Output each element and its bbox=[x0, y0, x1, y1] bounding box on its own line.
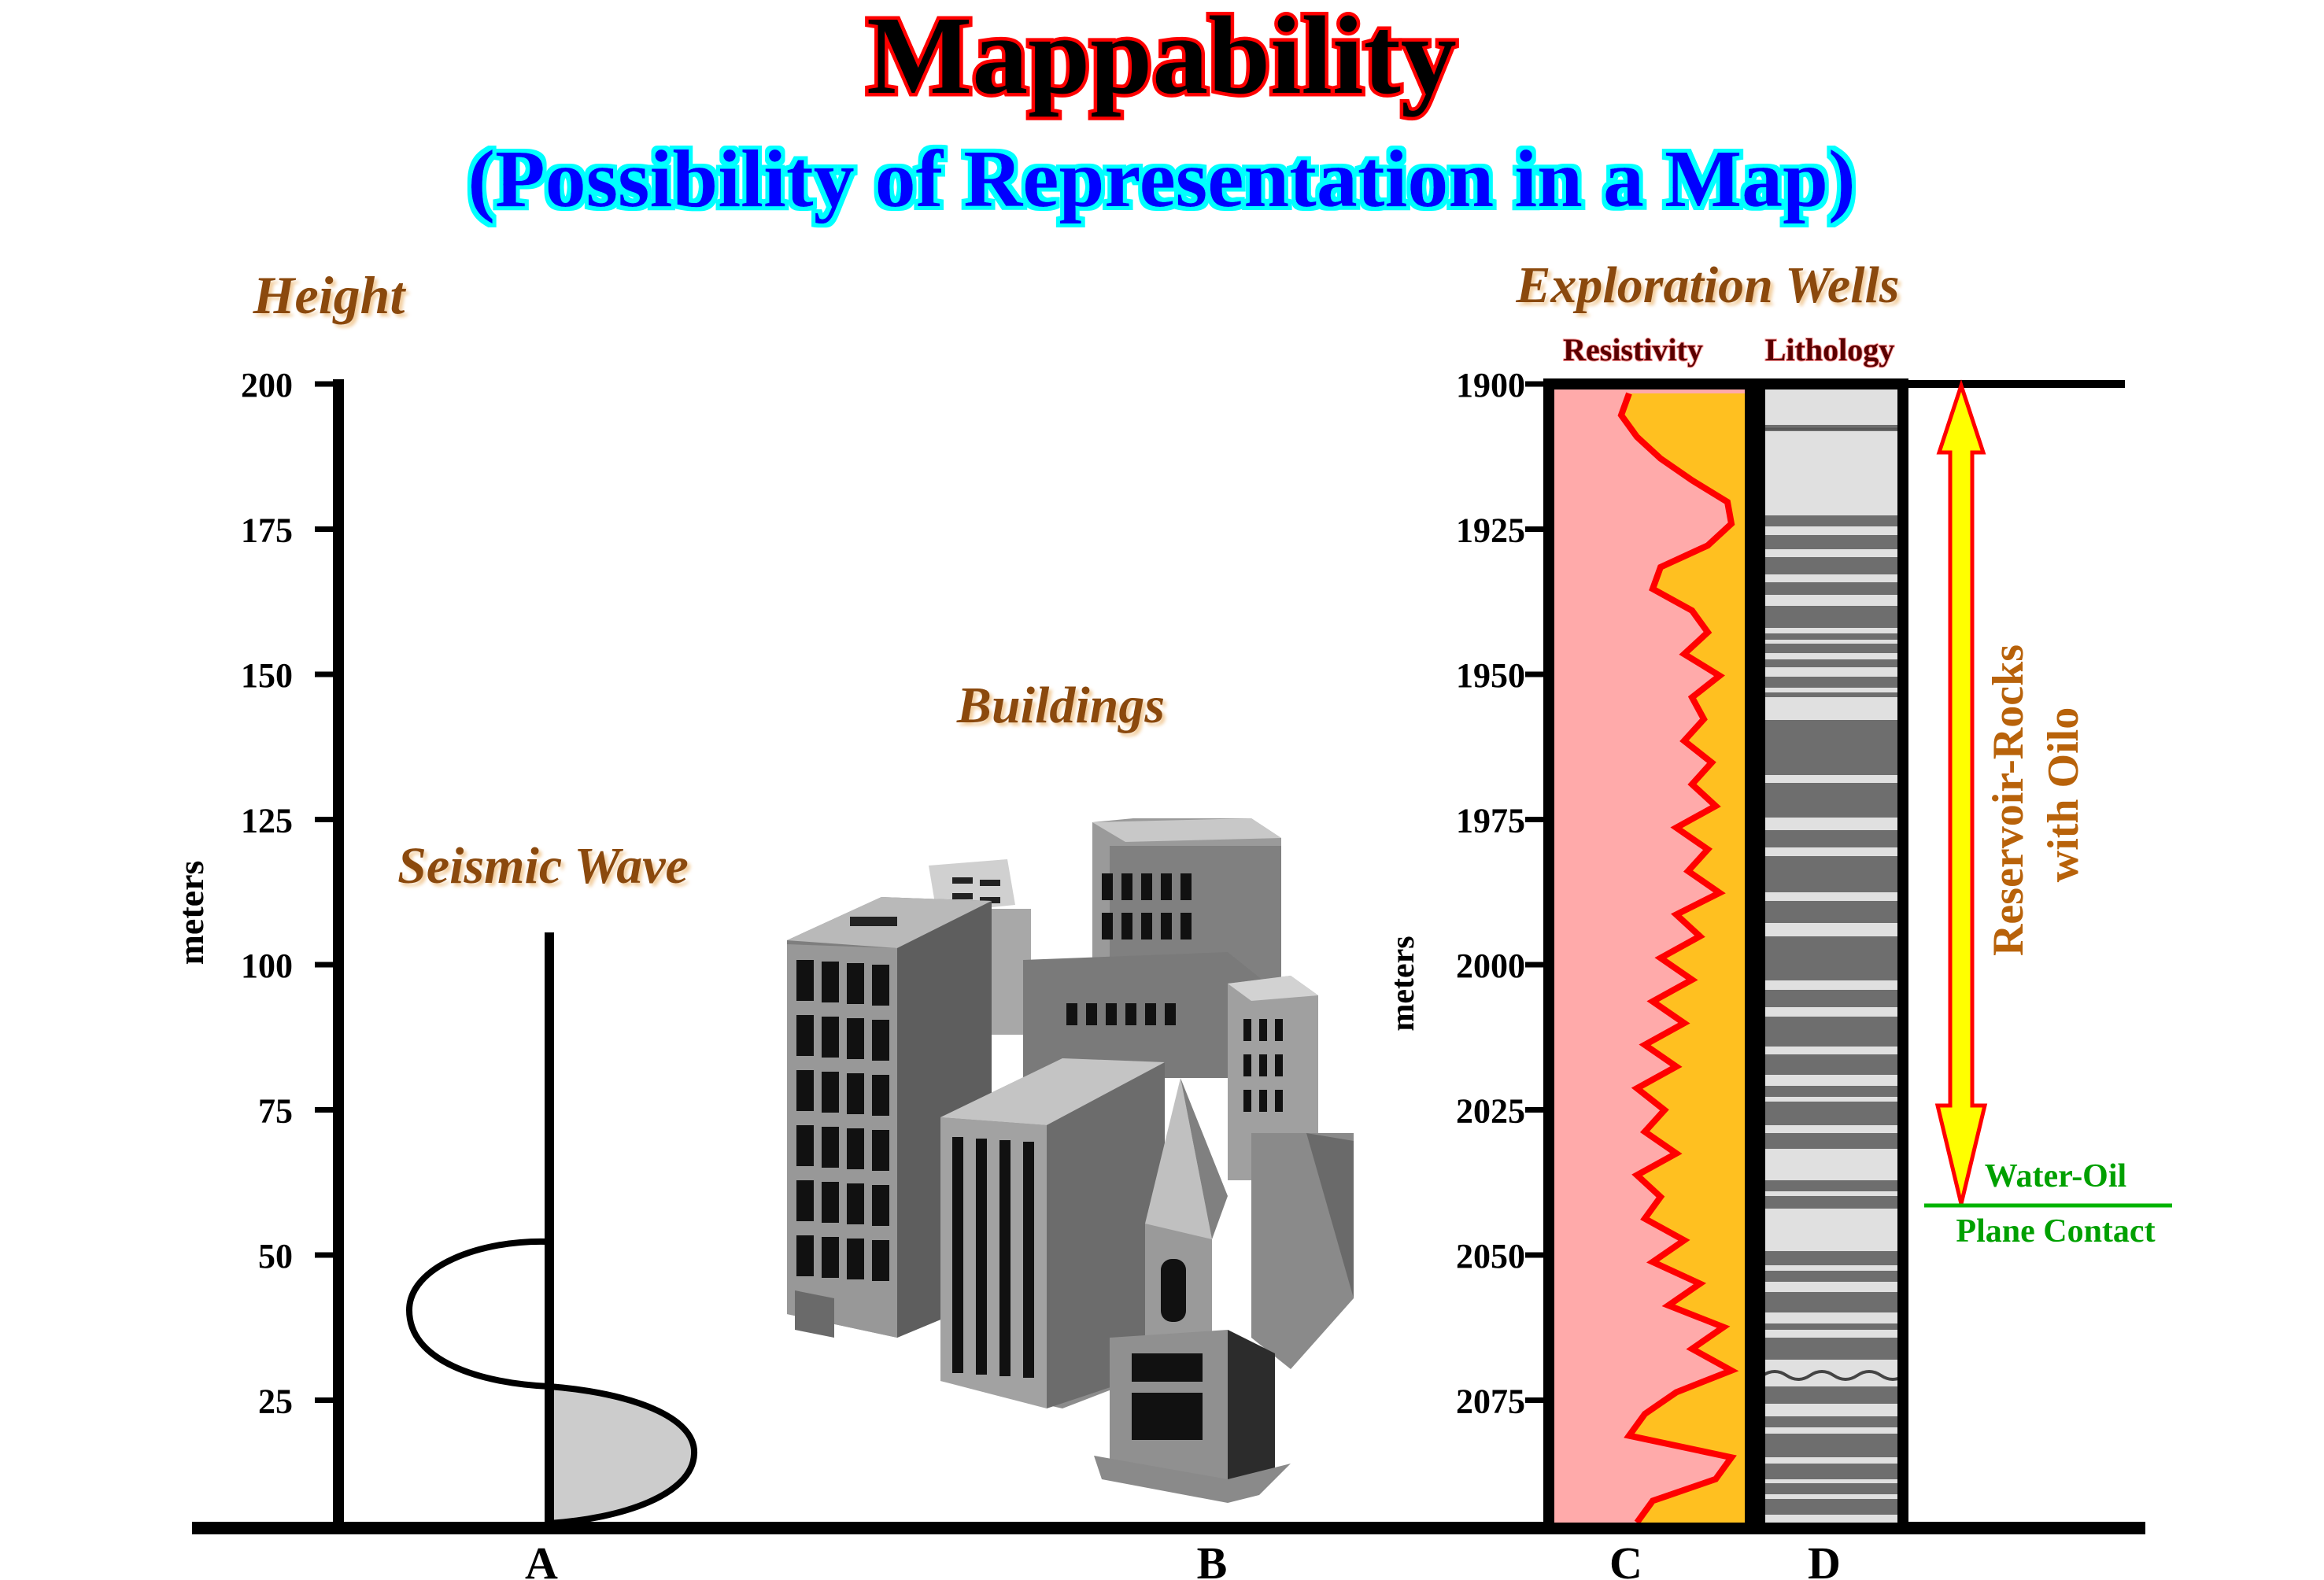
lithology-band bbox=[1763, 990, 1900, 1007]
lithology-band bbox=[1763, 1323, 1900, 1330]
point-a-label: A bbox=[525, 1538, 558, 1580]
lithology-band bbox=[1763, 644, 1900, 653]
lithology-band bbox=[1763, 1102, 1900, 1125]
depth-axis: 1900 1925 1950 1975 2000 2025 2050 2075 bbox=[1456, 366, 1544, 1421]
point-d-label: D bbox=[1808, 1538, 1841, 1580]
lithology-band bbox=[1763, 692, 1900, 697]
lithology-band bbox=[1763, 1483, 1900, 1494]
height-tick-label: 100 bbox=[241, 947, 293, 985]
depth-tick-label: 1975 bbox=[1456, 802, 1525, 840]
point-c-label: C bbox=[1609, 1538, 1642, 1580]
depth-tick-label: 2025 bbox=[1456, 1092, 1525, 1131]
depth-axis-label: meters bbox=[1385, 936, 1421, 1031]
lithology-log bbox=[1754, 378, 2125, 1534]
lithology-band bbox=[1763, 1386, 1900, 1404]
lithology-band bbox=[1763, 1017, 1900, 1047]
height-heading: Height bbox=[253, 265, 407, 325]
lithology-band bbox=[1763, 557, 1900, 574]
lithology-band bbox=[1763, 830, 1900, 847]
buildings-label: Buildings bbox=[956, 677, 1165, 734]
lithology-band bbox=[1763, 659, 1900, 667]
depth-tick-label: 2075 bbox=[1456, 1382, 1525, 1421]
lithology-band bbox=[1763, 936, 1900, 980]
reservoir-arrow bbox=[1934, 379, 1988, 1205]
point-b-label: B bbox=[1197, 1538, 1228, 1580]
height-tick-label: 125 bbox=[241, 802, 293, 840]
seismic-wave-label: Seismic Wave bbox=[397, 837, 689, 895]
depth-tick-label: 2000 bbox=[1456, 947, 1525, 985]
lithology-band bbox=[1763, 1054, 1900, 1075]
depth-tick-label: 2050 bbox=[1456, 1237, 1525, 1275]
lithology-band bbox=[1763, 1196, 1900, 1209]
lithology-band bbox=[1763, 606, 1900, 628]
seismic-wave bbox=[405, 932, 698, 1526]
lithology-band bbox=[1763, 1180, 1900, 1191]
resistivity-label: Resistivity bbox=[1563, 332, 1703, 367]
lithology-band bbox=[1763, 783, 1900, 818]
lithology-label: Lithology bbox=[1765, 332, 1894, 367]
height-tick-label: 200 bbox=[241, 366, 293, 404]
lithology-band bbox=[1763, 1251, 1900, 1265]
reservoir-label-line1: Reservoir-Rocks bbox=[1984, 644, 2033, 956]
lithology-band bbox=[1763, 1086, 1900, 1097]
main-title: Mappability bbox=[866, 0, 1457, 117]
height-tick-label: 150 bbox=[241, 656, 293, 695]
lithology-band bbox=[1763, 720, 1900, 775]
lithology-band bbox=[1763, 1434, 1900, 1457]
height-tick-label: 25 bbox=[258, 1382, 293, 1421]
depth-tick-label: 1900 bbox=[1456, 366, 1525, 404]
lithology-band bbox=[1763, 901, 1900, 923]
lithology-band bbox=[1763, 1271, 1900, 1282]
reservoir-label: Reservoir-Rocks with Oilo bbox=[1984, 633, 2088, 956]
buildings-illustration bbox=[787, 818, 1354, 1503]
lithology-band bbox=[1763, 856, 1900, 892]
lithology-band bbox=[1763, 535, 1900, 549]
lithology-band bbox=[1763, 1292, 1900, 1312]
lithology-band bbox=[1763, 677, 1900, 688]
lithology-band bbox=[1763, 1416, 1900, 1427]
contact-label-line1: Water-Oil bbox=[1985, 1158, 2126, 1194]
lithology-band bbox=[1763, 582, 1900, 595]
height-tick-label: 50 bbox=[258, 1237, 293, 1275]
contact-label-line2: Plane Contact bbox=[1956, 1213, 2155, 1250]
resistivity-log bbox=[1543, 378, 1756, 1534]
reservoir-label-line2: with Oilo bbox=[2039, 707, 2088, 882]
lithology-band bbox=[1763, 633, 1900, 640]
depth-tick-label: 1925 bbox=[1456, 511, 1525, 550]
lithology-band bbox=[1763, 1499, 1900, 1515]
height-tick-label: 75 bbox=[258, 1092, 293, 1131]
exploration-wells-heading: Exploration Wells bbox=[1515, 257, 1899, 314]
lithology-band bbox=[1763, 515, 1900, 526]
unconformity-line bbox=[1761, 1370, 1906, 1381]
height-axis-label: meters bbox=[171, 861, 211, 965]
subtitle: (Possibility of Representation in a Map) bbox=[467, 134, 1855, 224]
lithology-band bbox=[1763, 1464, 1900, 1479]
depth-tick-label: 1950 bbox=[1456, 656, 1525, 695]
height-tick-label: 175 bbox=[241, 511, 293, 550]
lithology-band bbox=[1763, 1338, 1900, 1360]
lithology-band bbox=[1763, 1133, 1900, 1149]
